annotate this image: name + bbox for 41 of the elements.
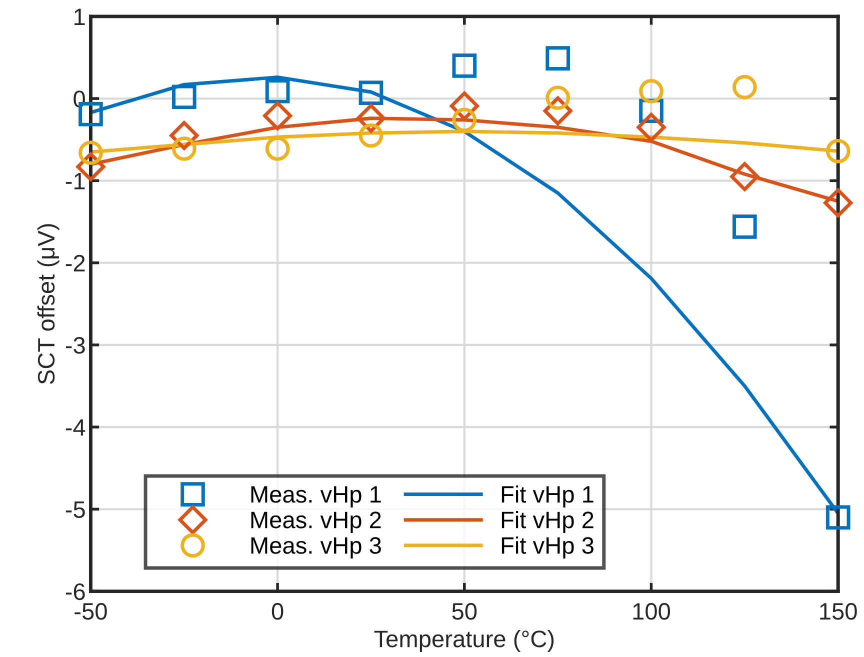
legend-label: Meas. vHp 3 [251, 537, 381, 559]
point [172, 136, 196, 161]
point [824, 188, 853, 218]
point [730, 162, 760, 192]
point [452, 54, 477, 78]
y-tick-label: 1 [74, 8, 85, 25]
point [263, 101, 292, 130]
point [826, 505, 850, 530]
point [826, 138, 850, 164]
y-tick-label: -3 [66, 336, 85, 354]
legend-label: Fit vHp 3 [502, 536, 594, 559]
x-tick-label: 0 [272, 603, 284, 620]
point [170, 121, 199, 150]
x-axis-title: Temperature (°C) [374, 630, 554, 652]
x-tick-label: 50 [452, 603, 477, 620]
point [172, 84, 196, 110]
point [265, 79, 290, 104]
point [78, 140, 103, 165]
legend-label: Fit vHp 1 [502, 485, 594, 508]
legend-label: Meas. vHp 1 [251, 486, 381, 508]
y-tick-label: -2 [66, 254, 85, 272]
y-axis-title: SCT offset (μV) [37, 224, 60, 384]
y-tick-label: -1 [66, 172, 85, 190]
x-tick-label: 150 [820, 603, 857, 620]
legend-label: Meas. vHp 2 [251, 512, 381, 533]
y-tick-label: -6 [66, 583, 85, 600]
point [732, 74, 757, 100]
point [546, 46, 570, 70]
point [356, 104, 386, 133]
point [358, 123, 384, 148]
point [450, 91, 479, 120]
point [546, 86, 570, 110]
legend-label: Fit vHp 2 [502, 510, 594, 533]
point [732, 214, 757, 239]
point [358, 80, 384, 105]
x-tick-label: -50 [74, 603, 107, 620]
x-tick-label: 100 [633, 603, 670, 620]
y-tick-label: -5 [66, 501, 85, 518]
point [639, 79, 664, 104]
point [636, 112, 666, 142]
y-tick-label: -4 [66, 419, 86, 436]
